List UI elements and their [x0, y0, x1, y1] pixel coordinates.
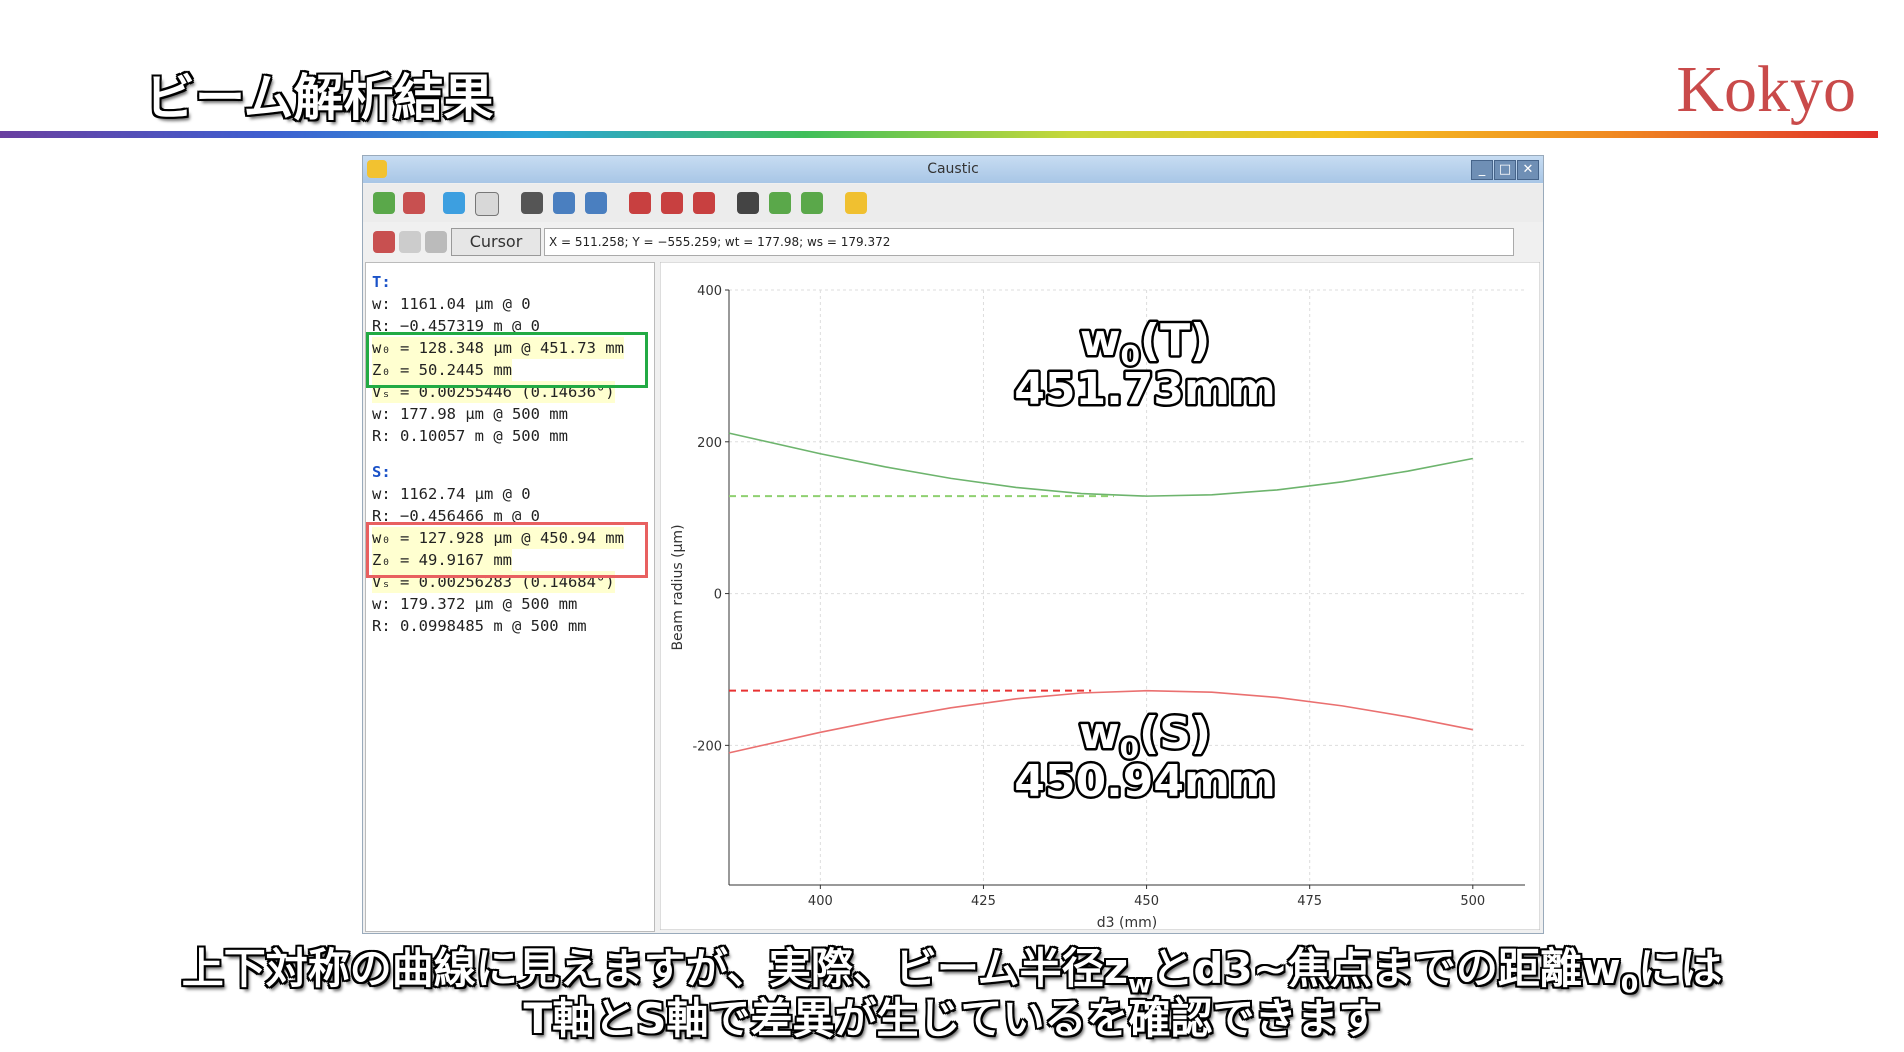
- panel-line: w₀ = 127.928 µm @ 450.94 mm: [372, 527, 624, 549]
- tool-button[interactable]: [553, 192, 575, 214]
- tool-button[interactable]: [769, 192, 791, 214]
- logo: Kokyo: [1676, 53, 1856, 126]
- panel-line: T:: [372, 273, 391, 291]
- y-tick-label: 0: [714, 588, 722, 603]
- annotation-part: (T): [1140, 315, 1210, 366]
- y-axis-label: Beam radius (µm): [670, 524, 686, 650]
- tool-button[interactable]: [693, 192, 715, 214]
- caption-line: T軸とS軸で差異が生じているを確認できます: [523, 994, 1381, 1043]
- panel-line: w: 1161.04 µm @ 0: [372, 295, 531, 313]
- curve: [728, 689, 1473, 754]
- y-tick-label: 200: [697, 436, 722, 451]
- caption-part: には: [1638, 944, 1723, 993]
- x-tick-label: 425: [971, 894, 996, 909]
- rainbow-bar: [0, 131, 1878, 138]
- tool-button[interactable]: [403, 192, 425, 214]
- y-tick-label: -200: [692, 739, 722, 754]
- caption-part: 0: [1620, 969, 1639, 999]
- tool-button[interactable]: [629, 192, 651, 214]
- chart-background: [660, 262, 1540, 930]
- annotation: w0(S): [1079, 708, 1211, 765]
- tool-button[interactable]: [521, 192, 543, 214]
- panel-line: R: −0.456466 m @ 0: [372, 507, 540, 525]
- maximize-button[interactable]: □: [1494, 160, 1516, 180]
- toolbar: [363, 184, 1543, 222]
- tool-button[interactable]: [845, 192, 867, 214]
- tool-button[interactable]: [475, 192, 499, 216]
- tool-button[interactable]: [585, 192, 607, 214]
- x-axis-label: d3 (mm): [1097, 915, 1157, 930]
- annotation-part: 0: [1120, 339, 1139, 372]
- chart: -200 0 200 400 400 425 450 475 500 d3 (mm) Beam ra…: [660, 262, 1540, 930]
- panel-line: w: 1162.74 µm @ 0: [372, 485, 531, 503]
- panel-line: w₀ = 128.348 µm @ 451.73 mm: [372, 337, 624, 359]
- panel-line: R: 0.0998485 m @ 500 mm: [372, 617, 587, 635]
- tool-button[interactable]: [661, 192, 683, 214]
- caustic-window: Caustic _ □ ✕ Cursor X = 511.25: [362, 155, 1544, 934]
- tool-button[interactable]: [373, 192, 395, 214]
- panel-line: w: 179.372 µm @ 500 mm: [372, 595, 578, 613]
- curve: [728, 432, 1473, 497]
- tool-button[interactable]: [801, 192, 823, 214]
- caption-part: とd3~焦点までの距離w: [1151, 944, 1621, 993]
- annotation-part: 0: [1120, 732, 1139, 765]
- tool-button[interactable]: [443, 192, 465, 214]
- cursor-row: Cursor X = 511.258; Y = −555.259; wt = 1…: [363, 226, 1543, 258]
- close-button[interactable]: ✕: [1517, 160, 1539, 180]
- minimize-button[interactable]: _: [1471, 160, 1493, 180]
- caption-part: 上下対称の曲線に見えますが、実際、ビーム半径z: [181, 944, 1129, 993]
- x-tick-label: 400: [808, 894, 833, 909]
- tool-button[interactable]: [373, 231, 395, 253]
- results-panel: T: w: 1161.04 µm @ 0 R: −0.457319 m @ 0 w₀ …: [365, 262, 655, 932]
- tool-button[interactable]: [737, 192, 759, 214]
- panel-line: w: 177.98 µm @ 500 mm: [372, 405, 568, 423]
- panel-line: R: 0.10057 m @ 500 mm: [372, 427, 568, 445]
- cursor-readout: X = 511.258; Y = −555.259; wt = 177.98; …: [544, 228, 1514, 256]
- highlight-box: [366, 332, 648, 388]
- annotation-part: w: [1080, 315, 1121, 366]
- highlight-box: [366, 522, 648, 578]
- slide-title: ビーム解析結果: [145, 69, 494, 127]
- caption-line: 上下対称の曲線に見えますが、実際、ビーム半径zwとd3~焦点までの距離w0には: [0, 935, 1904, 998]
- annotation: 451.73mm: [1014, 364, 1276, 415]
- caption-part: w: [1128, 969, 1152, 999]
- window-title: Caustic: [927, 161, 979, 177]
- x-tick-label: 475: [1297, 894, 1322, 909]
- annotation-part: (S): [1139, 708, 1211, 759]
- tool-button[interactable]: [425, 231, 447, 253]
- annotation-part: w: [1079, 708, 1120, 759]
- tool-button[interactable]: [399, 231, 421, 253]
- app-icon: [367, 160, 387, 178]
- panel-line: Z₀ = 49.9167 mm: [372, 549, 512, 571]
- x-tick-label: 450: [1134, 894, 1159, 909]
- panel-line: Z₀ = 50.2445 mm: [372, 359, 512, 381]
- y-tick-label: 400: [697, 284, 722, 299]
- annotation: w0(T): [1080, 315, 1210, 372]
- cursor-dropdown[interactable]: Cursor: [451, 228, 541, 256]
- annotation: 450.94mm: [1014, 756, 1276, 807]
- title-bar: Caustic _ □ ✕: [363, 156, 1543, 183]
- panel-line: S:: [372, 463, 391, 481]
- x-tick-label: 500: [1460, 894, 1485, 909]
- panel-line: R: −0.457319 m @ 0: [372, 317, 540, 335]
